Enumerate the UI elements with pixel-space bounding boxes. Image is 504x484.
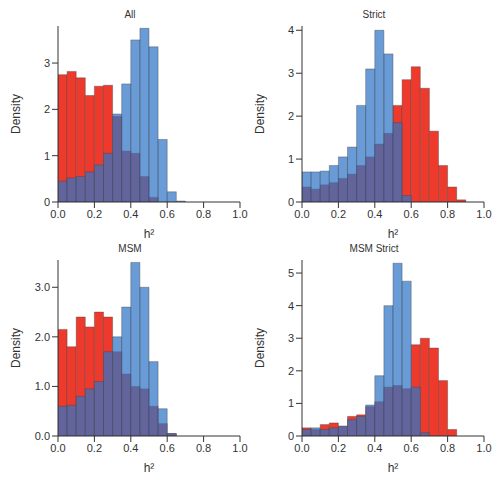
svg-text:h²: h² <box>144 461 155 475</box>
svg-text:3.0: 3.0 <box>35 281 50 293</box>
svg-text:Density: Density <box>253 328 267 368</box>
svg-text:1: 1 <box>44 150 50 162</box>
svg-text:0.8: 0.8 <box>440 442 455 454</box>
svg-text:2.0: 2.0 <box>35 331 50 343</box>
html-text:Strict: Strict <box>362 9 386 20</box>
svg-text:0.6: 0.6 <box>160 442 175 454</box>
svg-text:0.6: 0.6 <box>160 208 175 220</box>
svg-text:0.2: 0.2 <box>87 208 102 220</box>
html-text:MSM Strict: MSM Strict <box>349 243 399 254</box>
svg-text:2: 2 <box>288 110 294 122</box>
svg-text:1.0: 1.0 <box>476 208 491 220</box>
svg-text:Density: Density <box>253 94 267 134</box>
svg-text:0.4: 0.4 <box>123 442 138 454</box>
svg-text:2: 2 <box>44 103 50 115</box>
svg-text:0.8: 0.8 <box>196 208 211 220</box>
svg-text:0.8: 0.8 <box>196 442 211 454</box>
svg-text:0.4: 0.4 <box>367 442 382 454</box>
svg-text:0.2: 0.2 <box>87 442 102 454</box>
svg-text:0.2: 0.2 <box>331 208 346 220</box>
svg-text:h²: h² <box>144 227 155 241</box>
svg-text:4: 4 <box>288 24 294 36</box>
svg-text:0.6: 0.6 <box>404 208 419 220</box>
svg-text:0: 0 <box>44 196 50 208</box>
svg-text:1: 1 <box>288 397 294 409</box>
svg-text:0.6: 0.6 <box>404 442 419 454</box>
svg-text:Density: Density <box>9 94 23 134</box>
svg-text:4: 4 <box>288 300 294 312</box>
html-text:MSM: MSM <box>118 243 142 254</box>
svg-text:2: 2 <box>288 365 294 377</box>
svg-text:1.0: 1.0 <box>232 208 247 220</box>
svg-text:0.0: 0.0 <box>294 208 309 220</box>
svg-text:0.2: 0.2 <box>331 442 346 454</box>
svg-text:0.8: 0.8 <box>440 208 455 220</box>
svg-text:1.0: 1.0 <box>35 380 50 392</box>
svg-text:h²: h² <box>388 461 399 475</box>
svg-text:0.4: 0.4 <box>367 208 382 220</box>
svg-text:0: 0 <box>288 430 294 442</box>
svg-text:0: 0 <box>288 196 294 208</box>
svg-text:3: 3 <box>288 332 294 344</box>
svg-text:1.0: 1.0 <box>476 442 491 454</box>
svg-text:h²: h² <box>388 227 399 241</box>
svg-text:0.0: 0.0 <box>35 430 50 442</box>
svg-text:0.0: 0.0 <box>50 208 65 220</box>
svg-text:0.0: 0.0 <box>294 442 309 454</box>
svg-text:5: 5 <box>288 267 294 279</box>
svg-text:3: 3 <box>288 67 294 79</box>
svg-text:0.4: 0.4 <box>123 208 138 220</box>
html-text:All: All <box>124 9 136 20</box>
svg-text:3: 3 <box>44 57 50 69</box>
svg-text:1.0: 1.0 <box>232 442 247 454</box>
svg-text:0.0: 0.0 <box>50 442 65 454</box>
svg-text:Density: Density <box>9 328 23 368</box>
svg-text:1: 1 <box>288 153 294 165</box>
